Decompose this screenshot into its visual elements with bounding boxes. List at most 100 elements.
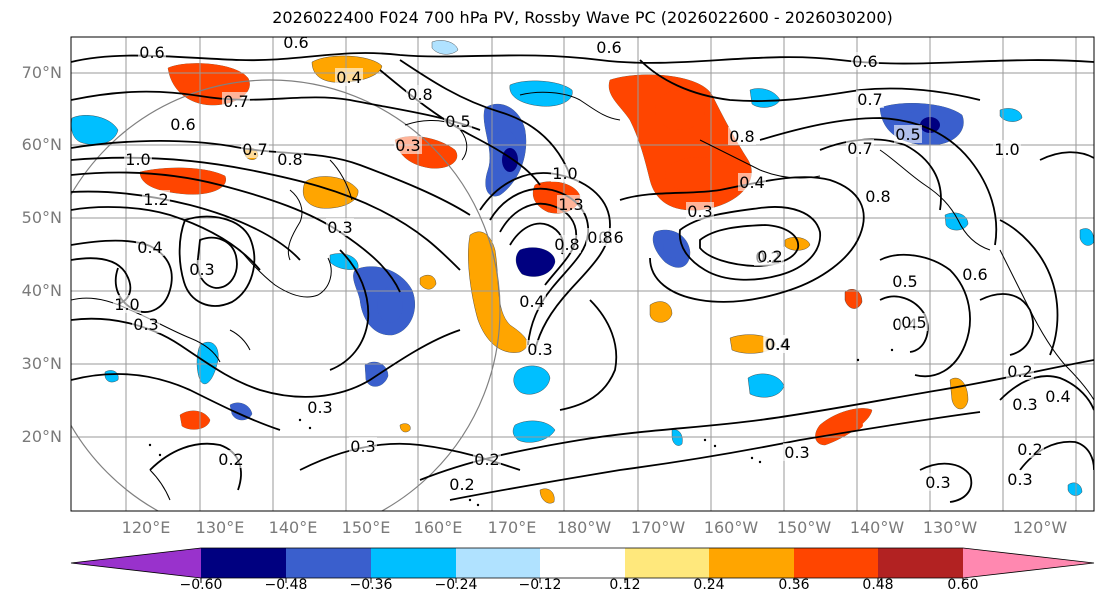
pv-contour-line [71, 190, 301, 261]
contour-label: 0.5 [895, 125, 920, 144]
contour-label: 0.2 [1007, 362, 1032, 381]
colorbar-tick-label: −0.36 [349, 577, 393, 593]
colorbar-tick-label: −0.24 [434, 577, 478, 593]
longitude-label: 160°W [703, 518, 759, 537]
contour-label: 0.3 [350, 437, 375, 456]
colorbar-segment [625, 548, 709, 578]
pv-contour-line [699, 224, 799, 267]
coastline [999, 249, 1094, 401]
contour-label: 0.2 [218, 450, 243, 469]
pv-contour-line [71, 90, 481, 131]
latitude-label: 50°N [21, 208, 62, 227]
contour-label: 0.5 [445, 112, 470, 131]
contour-label: 0.2 [449, 475, 474, 494]
latitude-label: 40°N [21, 281, 62, 300]
longitude-label: 120°E [121, 518, 171, 537]
colorbar-segment [286, 548, 371, 578]
contour-label: 0.8 [729, 127, 754, 146]
pv-contour-line [999, 375, 1094, 411]
contour-label: 0.3 [687, 202, 712, 221]
contour-label: 0.2 [757, 247, 782, 266]
contour-label: 0.8 [587, 228, 612, 247]
contour-label: 1.2 [143, 190, 168, 209]
anomaly-shade [431, 40, 459, 55]
contour-label: 0.3 [307, 398, 332, 417]
latitude-label: 20°N [21, 427, 62, 446]
anomaly-shade [513, 365, 551, 395]
contour-label: 0.2 [474, 450, 499, 469]
contour-label: 0.3 [784, 443, 809, 462]
contour-label: 0.6 [596, 38, 621, 57]
pv-contour-line [71, 206, 261, 271]
contour-label: 0.4 [739, 173, 764, 192]
anomaly-shade [944, 212, 969, 231]
anomaly-shade [539, 488, 555, 504]
pv-contour-line [71, 52, 1094, 65]
pv-contour-line [919, 462, 973, 503]
colorbar-segment [456, 548, 540, 578]
pv-contour-line [178, 215, 256, 307]
colorbar-segment [963, 548, 1094, 578]
contour-label: 0.4 [519, 292, 544, 311]
latitude-label: 60°N [21, 135, 62, 154]
pv-contour-line [759, 117, 998, 246]
colorbar-segment [709, 548, 794, 578]
pv-contour-line [639, 59, 981, 102]
longitude-label: 170°W [630, 518, 686, 537]
pv-contour-line [399, 59, 571, 176]
contour-label: 0.7 [242, 140, 267, 159]
longitude-label: 150°E [341, 518, 391, 537]
anomaly-shade [671, 429, 683, 446]
anomaly-shade [509, 80, 573, 107]
contour-label: 0.2 [1017, 440, 1042, 459]
colorbar [70, 547, 1095, 583]
longitude-label: 160°E [413, 518, 463, 537]
contour-label: 0.7 [847, 139, 872, 158]
colorbar-tick-label: 0.48 [862, 577, 894, 593]
pv-contour-line [678, 206, 821, 281]
contour-label: 0.8 [865, 187, 890, 206]
longitude-label: 130°W [922, 518, 978, 537]
colorbar-segment [371, 548, 456, 578]
pv-contours [71, 52, 1094, 503]
longitude-label: 180°W [556, 518, 612, 537]
contour-label: 0.6 [852, 52, 877, 71]
longitude-label: 150°W [776, 518, 832, 537]
contour-label: 0.5 [901, 313, 926, 332]
colorbar-tick-label: 0.60 [947, 577, 979, 593]
pv-contour-line [71, 373, 281, 431]
pv-contour-line [1039, 151, 1094, 161]
latitude-label: 70°N [21, 63, 62, 82]
colorbar-segment [794, 548, 878, 578]
colorbar-segment [201, 548, 286, 578]
anomaly-shade [844, 289, 863, 309]
contour-labels: 0.6 0.6 0.4 0.6 0.7 0.6 0.8 0.5 0.3 0.8 0.7 0.8 1.0 1… [113, 33, 1072, 494]
anomaly-shade [399, 423, 411, 433]
contour-label: 0.3 [133, 315, 158, 334]
contour-label: 0.6 [139, 43, 164, 62]
anomaly-shade [1067, 482, 1083, 496]
colorbar-tick-label: −0.48 [264, 577, 308, 593]
pv-contour-line [879, 253, 971, 378]
colorbar-segment [71, 548, 201, 578]
contour-label: 0.6 [170, 115, 195, 134]
colorbar-segment [540, 548, 625, 578]
pv-contour-line [619, 176, 865, 303]
pv-contour-line [329, 249, 370, 371]
contour-label: 1.3 [558, 195, 583, 214]
contour-label: 1.0 [114, 295, 139, 314]
contour-label: 0.4 [765, 335, 790, 354]
contour-label: 1.0 [125, 150, 150, 169]
coastline [879, 149, 991, 251]
anomaly-shade [649, 301, 673, 323]
contour-label: 0.8 [407, 85, 432, 104]
pv-contour-line [449, 411, 981, 501]
contour-label: 0.6 [283, 33, 308, 52]
contour-label: 0.4 [137, 238, 162, 257]
pv-contour-line [559, 299, 618, 411]
pv-contour-line [499, 202, 578, 286]
longitude-label: 140°W [849, 518, 905, 537]
contour-label: 0.3 [395, 136, 420, 155]
contour-label: 0.7 [223, 92, 248, 111]
